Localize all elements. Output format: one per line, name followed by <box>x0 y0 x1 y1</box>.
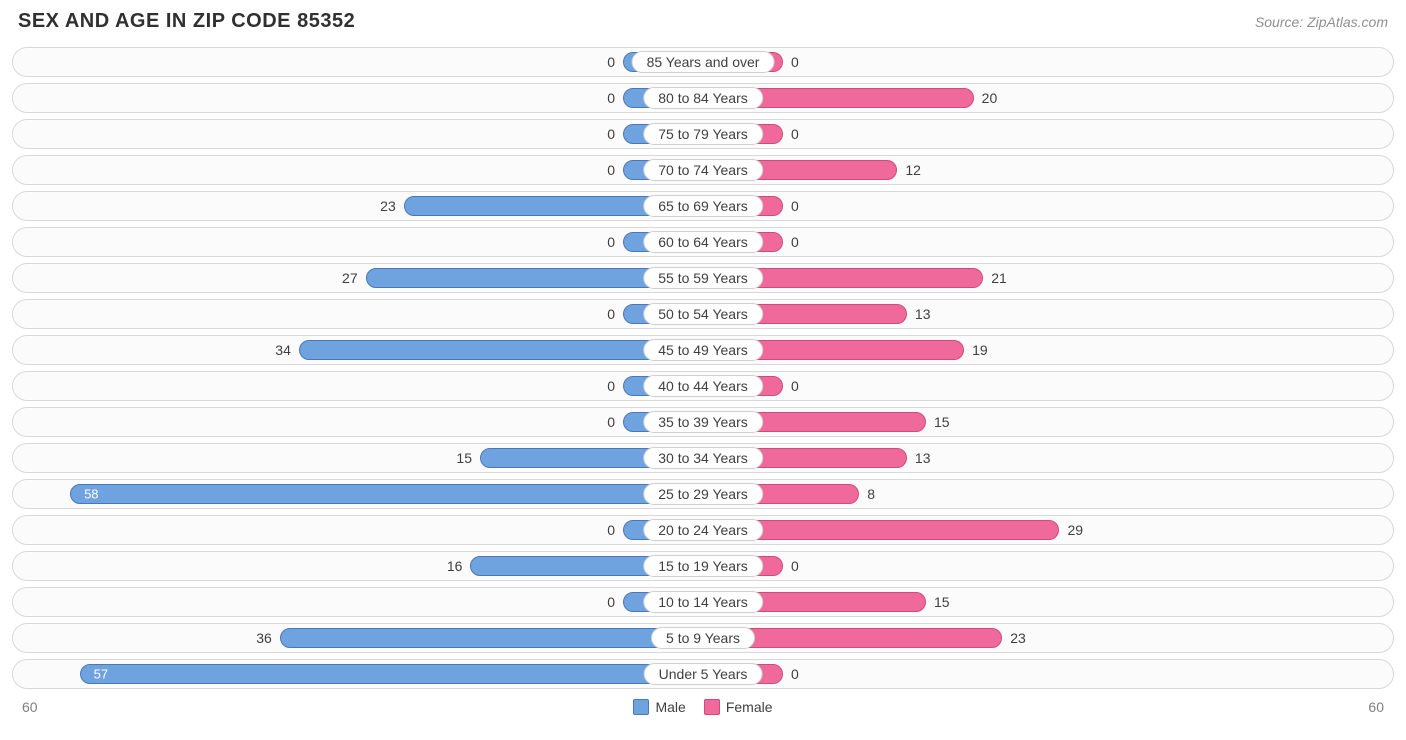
female-value: 23 <box>1010 630 1026 646</box>
male-value: 15 <box>456 450 472 466</box>
legend-female: Female <box>704 699 773 715</box>
age-group-label: 30 to 34 Years <box>643 447 763 469</box>
legend-female-label: Female <box>726 699 773 715</box>
chart-row: 15 13 30 to 34 Years <box>12 443 1394 473</box>
age-group-label: 75 to 79 Years <box>643 123 763 145</box>
male-value: 0 <box>607 414 615 430</box>
axis-max-right: 60 <box>1368 699 1384 715</box>
female-value: 0 <box>791 558 799 574</box>
age-group-label: 10 to 14 Years <box>643 591 763 613</box>
chart-row: 16 0 15 to 19 Years <box>12 551 1394 581</box>
age-group-label: 60 to 64 Years <box>643 231 763 253</box>
chart-row: 0 13 50 to 54 Years <box>12 299 1394 329</box>
age-group-label: 50 to 54 Years <box>643 303 763 325</box>
female-value: 20 <box>982 90 998 106</box>
male-value: 36 <box>256 630 272 646</box>
male-bar <box>280 628 703 648</box>
chart-footer: 60 Male Female 60 <box>12 695 1394 715</box>
age-group-label: 85 Years and over <box>632 51 775 73</box>
female-value: 0 <box>791 54 799 70</box>
age-group-label: 40 to 44 Years <box>643 375 763 397</box>
female-value: 0 <box>791 666 799 682</box>
female-value: 29 <box>1067 522 1083 538</box>
age-group-label: 65 to 69 Years <box>643 195 763 217</box>
female-value: 15 <box>934 594 950 610</box>
age-group-label: 45 to 49 Years <box>643 339 763 361</box>
chart-row: 23 0 65 to 69 Years <box>12 191 1394 221</box>
female-value: 13 <box>915 306 931 322</box>
chart-row: 0 0 85 Years and over <box>12 47 1394 77</box>
female-swatch-icon <box>704 699 720 715</box>
chart-row: 57 0 Under 5 Years <box>12 659 1394 689</box>
chart-row: 27 21 55 to 59 Years <box>12 263 1394 293</box>
chart-title: SEX AND AGE IN ZIP CODE 85352 <box>18 10 355 33</box>
age-group-label: Under 5 Years <box>644 663 763 685</box>
legend-male: Male <box>633 699 685 715</box>
female-value: 21 <box>991 270 1007 286</box>
male-value: 0 <box>607 162 615 178</box>
chart-row: 34 19 45 to 49 Years <box>12 335 1394 365</box>
male-swatch-icon <box>633 699 649 715</box>
chart-row: 58 8 25 to 29 Years <box>12 479 1394 509</box>
male-value: 57 <box>94 667 108 682</box>
male-value: 23 <box>380 198 396 214</box>
female-value: 0 <box>791 126 799 142</box>
female-value: 19 <box>972 342 988 358</box>
chart-rows-area: 0 0 85 Years and over 0 20 80 to 84 Years 0 0 75… <box>12 47 1394 689</box>
male-value: 34 <box>275 342 291 358</box>
chart-row: 0 15 35 to 39 Years <box>12 407 1394 437</box>
male-value: 0 <box>607 522 615 538</box>
male-bar <box>80 664 703 684</box>
age-group-label: 55 to 59 Years <box>643 267 763 289</box>
age-group-label: 5 to 9 Years <box>651 627 755 649</box>
female-value: 12 <box>905 162 921 178</box>
chart-header: SEX AND AGE IN ZIP CODE 85352 Source: Zi… <box>12 10 1394 33</box>
population-pyramid-chart: SEX AND AGE IN ZIP CODE 85352 Source: Zi… <box>0 0 1406 740</box>
male-value: 16 <box>447 558 463 574</box>
male-bar <box>70 484 703 504</box>
chart-row: 0 0 40 to 44 Years <box>12 371 1394 401</box>
female-value: 8 <box>867 486 875 502</box>
female-value: 13 <box>915 450 931 466</box>
age-group-label: 70 to 74 Years <box>643 159 763 181</box>
chart-row: 0 15 10 to 14 Years <box>12 587 1394 617</box>
chart-row: 0 20 80 to 84 Years <box>12 83 1394 113</box>
male-value: 0 <box>607 54 615 70</box>
chart-row: 0 29 20 to 24 Years <box>12 515 1394 545</box>
axis-max-left: 60 <box>22 699 38 715</box>
chart-row: 0 12 70 to 74 Years <box>12 155 1394 185</box>
male-value: 27 <box>342 270 358 286</box>
male-value: 0 <box>607 234 615 250</box>
male-value: 0 <box>607 378 615 394</box>
age-group-label: 20 to 24 Years <box>643 519 763 541</box>
age-group-label: 25 to 29 Years <box>643 483 763 505</box>
chart-source: Source: ZipAtlas.com <box>1255 14 1388 30</box>
male-value: 0 <box>607 90 615 106</box>
age-group-label: 80 to 84 Years <box>643 87 763 109</box>
chart-row: 0 0 75 to 79 Years <box>12 119 1394 149</box>
male-value: 0 <box>607 306 615 322</box>
female-value: 0 <box>791 378 799 394</box>
legend-male-label: Male <box>655 699 685 715</box>
female-value: 0 <box>791 234 799 250</box>
chart-row: 0 0 60 to 64 Years <box>12 227 1394 257</box>
chart-row: 36 23 5 to 9 Years <box>12 623 1394 653</box>
male-value: 0 <box>607 594 615 610</box>
female-value: 0 <box>791 198 799 214</box>
chart-legend: Male Female <box>633 699 772 715</box>
male-value: 58 <box>84 487 98 502</box>
age-group-label: 15 to 19 Years <box>643 555 763 577</box>
male-value: 0 <box>607 126 615 142</box>
female-value: 15 <box>934 414 950 430</box>
age-group-label: 35 to 39 Years <box>643 411 763 433</box>
